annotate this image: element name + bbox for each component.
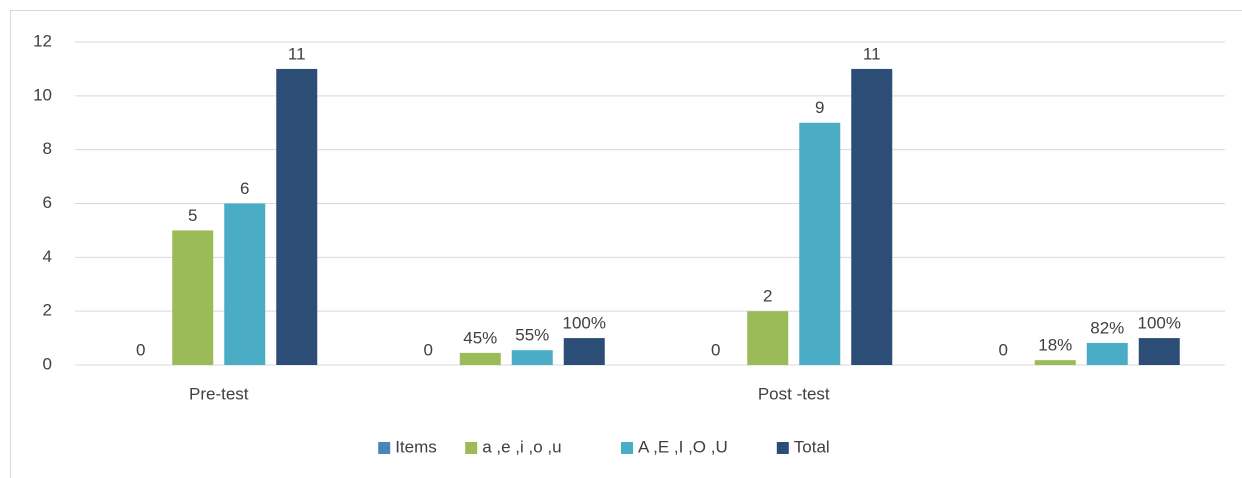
data-label: 100% — [563, 314, 606, 333]
legend-label: A ,E ,I ,O ,U — [638, 437, 728, 456]
data-label: 0 — [424, 340, 433, 359]
y-tick-label: 10 — [33, 85, 52, 104]
bar — [799, 122, 841, 365]
bar — [1034, 360, 1076, 365]
data-label: 0 — [999, 340, 1008, 359]
y-tick-label: 6 — [43, 193, 52, 212]
legend-label: Total — [794, 437, 830, 456]
data-label: 9 — [815, 98, 824, 117]
y-tick-label: 8 — [43, 139, 52, 158]
data-label: 11 — [863, 44, 881, 63]
y-tick-label: 0 — [43, 354, 52, 373]
y-tick-label: 2 — [43, 301, 52, 320]
bar — [1086, 342, 1128, 365]
data-label: 45% — [463, 328, 497, 347]
bar — [563, 338, 605, 365]
data-label: 55% — [515, 326, 549, 345]
data-label: 82% — [1090, 318, 1124, 337]
bar — [747, 311, 789, 365]
data-label: 6 — [240, 179, 249, 198]
data-label: 5 — [188, 206, 197, 225]
legend-swatch — [621, 442, 633, 454]
legend-label: Items — [395, 437, 437, 456]
x-tick-label: Post -test — [758, 384, 830, 403]
legend-swatch — [776, 442, 789, 454]
y-tick-label: 4 — [43, 247, 52, 266]
data-label: 2 — [763, 287, 772, 306]
data-label: 0 — [136, 340, 145, 359]
chart-border — [10, 10, 1242, 478]
bar — [851, 68, 893, 366]
bar — [1138, 338, 1180, 365]
data-label: 11 — [288, 44, 306, 63]
legend-swatch — [378, 442, 391, 454]
bar — [511, 350, 553, 365]
legend-swatch — [465, 442, 478, 454]
bar — [172, 230, 214, 365]
bar — [224, 203, 266, 365]
data-label: 18% — [1038, 336, 1072, 355]
data-label: 100% — [1138, 314, 1181, 333]
legend-label: a ,e ,i ,o ,u — [482, 437, 561, 456]
bar — [459, 352, 501, 365]
bar — [276, 68, 318, 366]
x-tick-label: Pre-test — [189, 384, 249, 403]
data-label: 0 — [711, 340, 720, 359]
y-tick-label: 12 — [33, 31, 52, 50]
